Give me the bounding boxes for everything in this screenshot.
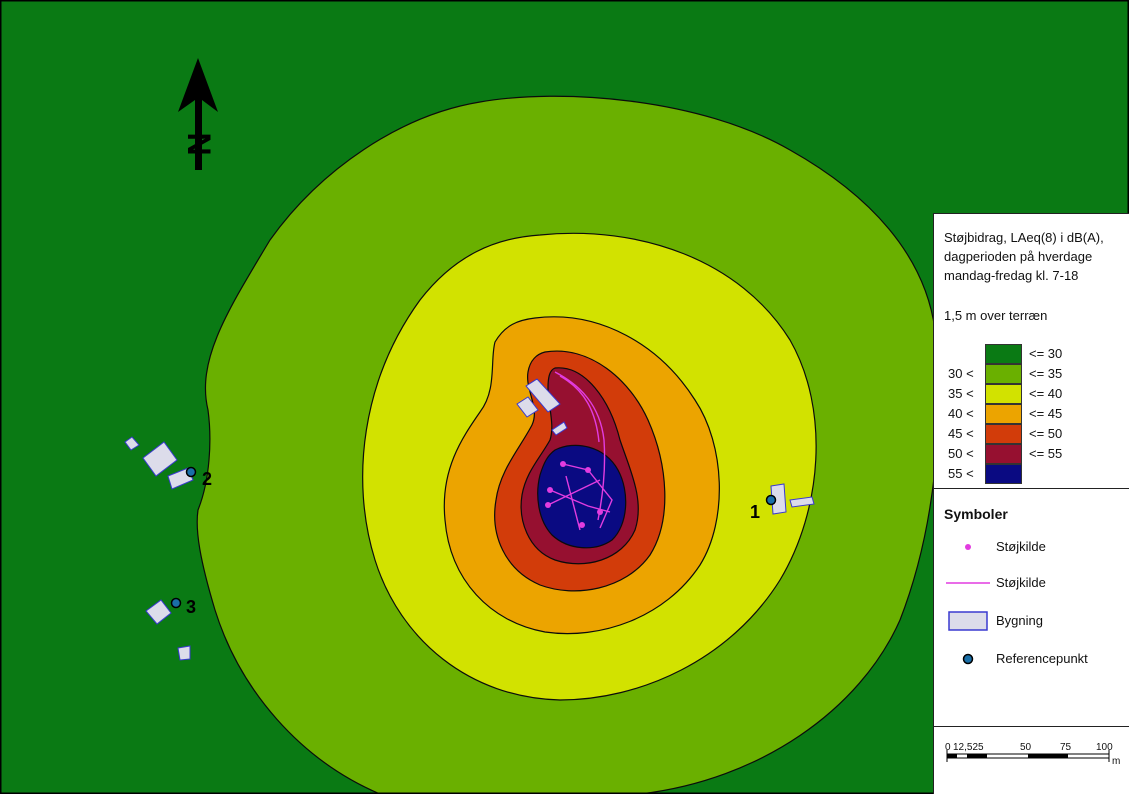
class-upper-bound: <= 55 — [1029, 446, 1063, 461]
building — [124, 436, 140, 451]
class-upper-bound: <= 30 — [1029, 346, 1063, 361]
reference-point-2-label: 2 — [202, 469, 213, 489]
scale-tick-label: 50 — [1020, 742, 1032, 753]
building — [525, 378, 561, 413]
building — [142, 441, 178, 477]
class-swatch — [985, 444, 1022, 464]
reference-point-markers — [170, 466, 777, 609]
reference-point-icon — [185, 466, 197, 478]
class-lower-bound: 30 < — [948, 366, 974, 381]
reference-point-1-label: 1 — [750, 502, 761, 522]
class-swatch — [985, 384, 1022, 404]
class-lower-bound: 55 < — [948, 466, 974, 481]
symbol-row-line-source: Støjkilde — [934, 572, 1129, 594]
point-source-icon — [965, 544, 971, 550]
class-upper-bound: <= 45 — [1029, 406, 1063, 421]
symbols-title: Symboler — [944, 506, 1008, 522]
legend-class-row: 35 < <= 40 — [934, 384, 1129, 404]
reference-point-3-label: 3 — [186, 597, 197, 617]
class-upper-bound: <= 50 — [1029, 426, 1063, 441]
legend-class-row: <= 30 — [934, 344, 1129, 364]
point-sources — [545, 461, 603, 528]
building — [789, 496, 815, 508]
legend-height-note: 1,5 m over terræn — [944, 308, 1048, 323]
scale-bar: 0 12,525 50 75 100 m — [934, 736, 1129, 786]
legend-class-row: 30 < <= 35 — [934, 364, 1129, 384]
building-icon — [948, 611, 988, 631]
scale-tick-label: 12,525 — [953, 742, 984, 753]
north-arrow-icon: N — [178, 58, 218, 170]
legend-class-row: 40 < <= 45 — [934, 404, 1129, 424]
legend-divider — [934, 488, 1129, 489]
line-sources — [547, 371, 613, 531]
legend-panel: Støjbidrag, LAeq(8) i dB(A), dagperioden… — [933, 213, 1129, 794]
class-lower-bound: 50 < — [948, 446, 974, 461]
symbol-row-point-source: Støjkilde — [934, 536, 1129, 558]
class-swatch — [985, 424, 1022, 444]
legend-title-line: dagperioden på hverdage — [944, 249, 1093, 264]
building — [177, 645, 191, 661]
symbol-label: Støjkilde — [996, 575, 1046, 590]
reference-point-icon — [962, 653, 974, 665]
class-lower-bound: 35 < — [948, 386, 974, 401]
scale-tick-label: 75 — [1060, 742, 1072, 753]
reference-point-icon — [765, 494, 777, 506]
scale-unit: m — [1112, 756, 1121, 767]
class-lower-bound: 40 < — [948, 406, 974, 421]
class-swatch — [985, 364, 1022, 384]
north-arrow-label: N — [181, 132, 217, 155]
symbol-label: Støjkilde — [996, 539, 1046, 554]
legend-class-row: 50 < <= 55 — [934, 444, 1129, 464]
scale-bar-graphic — [946, 750, 1110, 762]
legend-title: Støjbidrag, LAeq(8) i dB(A), dagperioden… — [944, 228, 1128, 285]
symbol-row-reference-point: Referencepunkt — [934, 648, 1129, 670]
legend-divider — [934, 726, 1129, 727]
class-swatch — [985, 464, 1022, 484]
legend-title-line: mandag-fredag kl. 7-18 — [944, 268, 1079, 283]
symbol-label: Referencepunkt — [996, 651, 1088, 666]
line-source-icon — [946, 582, 990, 584]
building — [516, 396, 539, 418]
class-upper-bound: <= 35 — [1029, 366, 1063, 381]
class-upper-bound: <= 40 — [1029, 386, 1063, 401]
scale-tick-label: 100 — [1096, 742, 1113, 753]
symbol-row-building: Bygning — [934, 610, 1129, 632]
building — [551, 421, 568, 436]
class-swatch — [985, 404, 1022, 424]
building — [145, 599, 172, 625]
class-swatch — [985, 344, 1022, 364]
scale-tick-label: 0 — [945, 742, 951, 753]
legend-title-line: Støjbidrag, LAeq(8) i dB(A), — [944, 230, 1104, 245]
reference-point-icon — [170, 597, 182, 609]
legend-class-row: 55 < — [934, 464, 1129, 484]
symbol-label: Bygning — [996, 613, 1043, 628]
class-lower-bound: 45 < — [948, 426, 974, 441]
legend-class-row: 45 < <= 50 — [934, 424, 1129, 444]
